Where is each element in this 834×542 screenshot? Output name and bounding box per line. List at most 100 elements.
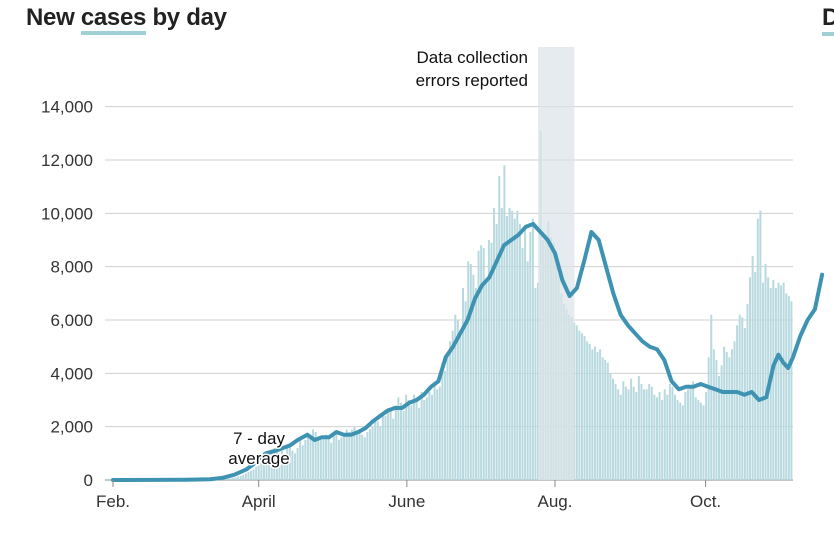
- daily-bar: [402, 410, 405, 480]
- daily-bar: [772, 280, 775, 480]
- daily-bar: [604, 360, 607, 480]
- daily-bar: [257, 464, 260, 480]
- daily-bar: [500, 208, 503, 480]
- daily-bar: [622, 381, 625, 480]
- daily-bar: [728, 357, 731, 480]
- daily-bar: [340, 437, 343, 480]
- daily-bar: [643, 389, 646, 480]
- daily-bar: [247, 472, 250, 480]
- daily-bar: [237, 476, 240, 480]
- daily-bar: [431, 394, 434, 480]
- daily-bar: [436, 389, 439, 480]
- daily-bar: [337, 440, 340, 480]
- daily-bar: [751, 256, 754, 480]
- daily-bar: [306, 437, 309, 480]
- daily-bar: [723, 346, 726, 480]
- y-tick-label: 2,000: [50, 418, 93, 437]
- daily-bar: [410, 405, 413, 480]
- daily-bar: [412, 394, 415, 480]
- y-tick-label: 4,000: [50, 364, 93, 383]
- daily-bar: [743, 328, 746, 480]
- y-tick-label: 6,000: [50, 311, 93, 330]
- daily-bar: [790, 301, 793, 480]
- daily-bar: [353, 426, 356, 480]
- daily-bar: [518, 224, 521, 480]
- daily-bar: [265, 456, 268, 480]
- daily-bar: [366, 432, 369, 480]
- daily-bar: [286, 445, 289, 480]
- daily-bar: [482, 248, 485, 480]
- daily-bar: [759, 210, 762, 480]
- daily-bar: [689, 386, 692, 480]
- daily-bar: [260, 461, 263, 480]
- daily-bar: [255, 466, 258, 480]
- daily-bar: [358, 432, 361, 480]
- daily-bar: [702, 405, 705, 480]
- daily-bar: [345, 429, 348, 480]
- daily-bar: [278, 456, 281, 480]
- daily-bar: [376, 421, 379, 480]
- daily-bar: [785, 293, 788, 480]
- daily-bar: [392, 418, 395, 480]
- daily-bar: [363, 437, 366, 480]
- daily-bar: [498, 176, 501, 480]
- daily-bar: [418, 408, 421, 480]
- daily-bar: [715, 360, 718, 480]
- daily-bar: [648, 384, 651, 480]
- daily-bar: [606, 362, 609, 480]
- daily-bar: [777, 282, 780, 480]
- daily-bar: [464, 301, 467, 480]
- daily-bar: [619, 394, 622, 480]
- daily-bar: [387, 408, 390, 480]
- daily-bar: [438, 386, 441, 480]
- daily-bar: [368, 429, 371, 480]
- daily-bar: [242, 474, 245, 480]
- chart-title-plain: New: [26, 4, 81, 31]
- daily-bar: [712, 349, 715, 480]
- daily-bar: [635, 392, 638, 480]
- daily-bar: [782, 282, 785, 480]
- daily-bar: [627, 389, 630, 480]
- daily-bar: [681, 405, 684, 480]
- daily-bar: [521, 248, 524, 480]
- daily-bar: [273, 448, 276, 480]
- seven-day-average-path: [111, 222, 825, 482]
- daily-bar: [268, 453, 271, 480]
- daily-bar: [487, 240, 490, 480]
- daily-bar: [309, 434, 312, 480]
- chart-title-highlight: cases: [80, 4, 146, 35]
- daily-bars: [190, 130, 793, 481]
- daily-bar: [296, 448, 299, 480]
- daily-bar: [330, 442, 333, 480]
- shaded-region-label-line: Data collection: [416, 48, 528, 67]
- daily-bar: [710, 314, 713, 480]
- daily-bar: [449, 341, 452, 480]
- y-axis: 0 2,000 4,000 6,000 8,000 10,000 12,000 14,000: [41, 98, 93, 490]
- daily-bar: [446, 352, 449, 480]
- daily-bar: [586, 341, 589, 480]
- daily-bar: [684, 392, 687, 480]
- daily-bar: [614, 384, 617, 480]
- daily-bar: [601, 357, 604, 480]
- daily-bar: [653, 394, 656, 480]
- daily-bar: [472, 274, 475, 480]
- daily-bar: [707, 357, 710, 480]
- daily-bar: [640, 384, 643, 480]
- daily-bar: [348, 432, 351, 480]
- daily-bar: [288, 445, 291, 480]
- daily-bar: [705, 392, 708, 480]
- daily-bar: [239, 475, 242, 480]
- daily-bar: [381, 413, 384, 480]
- y-tick-label: 10,000: [41, 204, 93, 223]
- daily-bar: [612, 378, 614, 480]
- daily-bar: [428, 392, 431, 480]
- y-tick-label: 8,000: [50, 258, 93, 277]
- x-tick-label: Aug.: [538, 492, 573, 511]
- daily-bar: [599, 349, 602, 480]
- x-axis: Feb. April June Aug. Oct.: [96, 480, 721, 511]
- daily-bar: [469, 264, 472, 480]
- daily-bar: [767, 277, 770, 480]
- daily-bar: [490, 242, 493, 480]
- daily-bar: [451, 330, 454, 480]
- daily-bar: [780, 285, 783, 480]
